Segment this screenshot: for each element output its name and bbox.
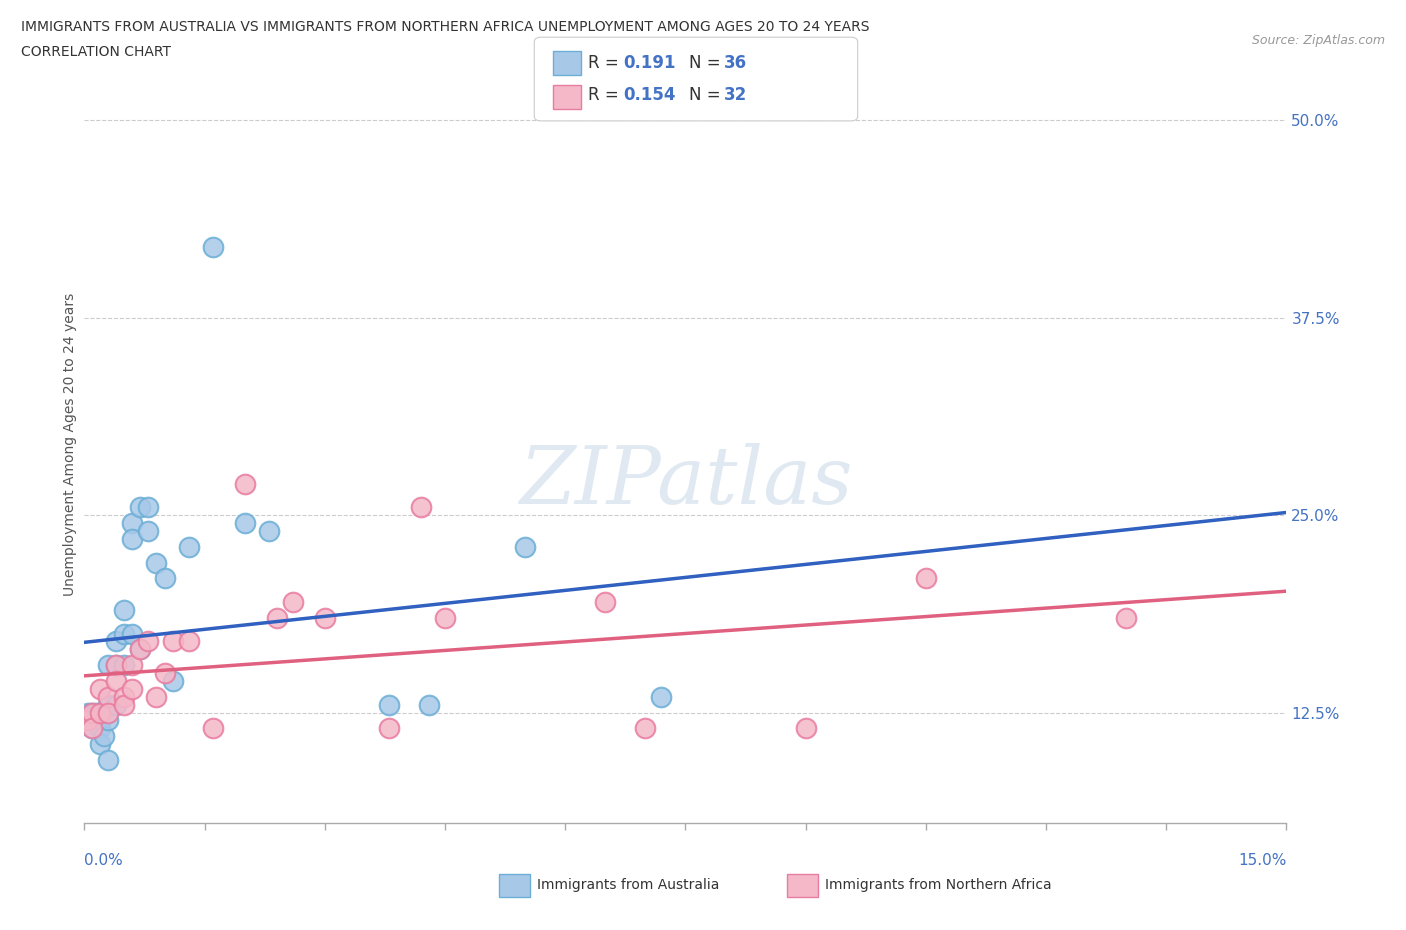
Point [97,705,120,720]
Point [378,698,401,712]
Point [97,698,120,712]
Point [515,539,537,554]
Text: R =: R = [588,54,624,72]
Point [378,721,401,736]
Point [201,721,224,736]
Point [77,713,100,728]
Point [82,721,104,736]
Point [201,239,224,254]
Point [114,689,135,704]
Point [418,698,440,712]
Point [129,642,152,657]
Point [121,515,143,530]
Point [121,626,143,641]
Point [138,499,160,514]
Point [97,658,120,672]
Point [82,705,104,720]
Point [121,658,143,672]
Point [162,634,184,649]
Point [121,682,143,697]
Point [86,705,108,720]
Point [434,610,457,625]
Point [794,721,817,736]
Text: Immigrants from Australia: Immigrants from Australia [537,878,720,893]
Point [114,698,135,712]
Point [93,705,115,720]
Text: Immigrants from Northern Africa: Immigrants from Northern Africa [825,878,1052,893]
Point [177,634,200,649]
Text: ZIPatlas: ZIPatlas [519,444,852,521]
Point [153,571,176,586]
Text: 36: 36 [724,54,747,72]
Point [650,689,672,704]
Point [266,610,288,625]
Point [409,499,432,514]
Point [634,721,657,736]
Text: 0.191: 0.191 [623,54,675,72]
Point [121,531,143,546]
Point [105,658,128,672]
Point [105,698,128,712]
Point [145,689,167,704]
Point [114,603,135,618]
Y-axis label: Unemployment Among Ages 20 to 24 years: Unemployment Among Ages 20 to 24 years [63,292,77,596]
Point [314,610,336,625]
Point [82,721,104,736]
Point [105,634,128,649]
Point [233,476,256,491]
Point [82,705,104,720]
Text: 15.0%: 15.0% [1239,853,1286,868]
Text: R =: R = [588,86,624,104]
Point [97,689,120,704]
Point [138,524,160,538]
Text: 32: 32 [724,86,748,104]
Point [129,642,152,657]
Text: CORRELATION CHART: CORRELATION CHART [21,45,172,59]
Point [97,713,120,728]
Point [89,682,111,697]
Point [89,721,111,736]
Point [93,729,115,744]
Text: N =: N = [689,54,725,72]
Point [89,705,111,720]
Text: 0.0%: 0.0% [84,853,124,868]
Point [114,658,135,672]
Point [97,752,120,767]
Point [233,515,256,530]
Point [177,539,200,554]
Point [1115,610,1137,625]
Point [595,594,617,609]
Text: Source: ZipAtlas.com: Source: ZipAtlas.com [1251,34,1385,47]
Point [129,499,152,514]
Text: 0.154: 0.154 [623,86,675,104]
Point [162,673,184,688]
Point [257,524,280,538]
Point [77,705,100,720]
Point [105,673,128,688]
Text: N =: N = [689,86,725,104]
Point [153,666,176,681]
Point [138,634,160,649]
Point [114,626,135,641]
Point [145,555,167,570]
Point [915,571,938,586]
Text: IMMIGRANTS FROM AUSTRALIA VS IMMIGRANTS FROM NORTHERN AFRICA UNEMPLOYMENT AMONG : IMMIGRANTS FROM AUSTRALIA VS IMMIGRANTS … [21,20,869,34]
Point [281,594,304,609]
Point [89,737,111,751]
Point [105,658,128,672]
